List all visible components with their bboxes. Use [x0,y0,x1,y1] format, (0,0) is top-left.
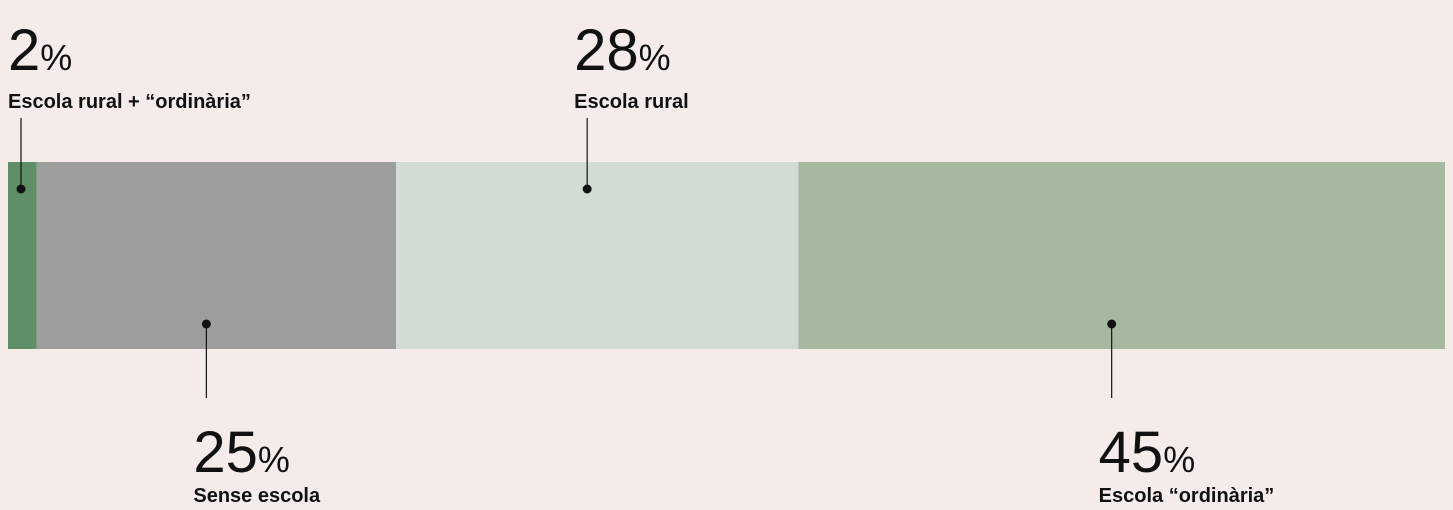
segment-name: Escola rural + “ordinària” [8,91,251,113]
value-label: 2% [8,18,72,83]
leader-dot [201,319,211,329]
segment-name: Sense escola [193,485,321,507]
leader-dot [1107,319,1117,329]
bar-segment [798,162,1445,349]
value-label: 45% [1099,420,1196,485]
segment-name: Escola rural [574,91,689,113]
bar-segment [36,162,396,349]
value-label: 25% [193,420,290,485]
bar-segment [395,162,799,349]
value-label: 28% [574,18,671,83]
segment-name: Escola “ordinària” [1099,485,1275,507]
leader-dot [582,184,592,194]
leader-dot [16,184,26,194]
